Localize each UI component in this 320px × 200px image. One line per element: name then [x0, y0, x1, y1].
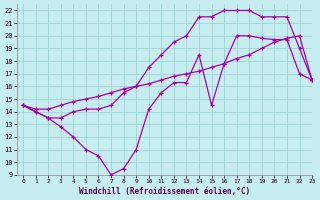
X-axis label: Windchill (Refroidissement éolien,°C): Windchill (Refroidissement éolien,°C) — [79, 187, 250, 196]
